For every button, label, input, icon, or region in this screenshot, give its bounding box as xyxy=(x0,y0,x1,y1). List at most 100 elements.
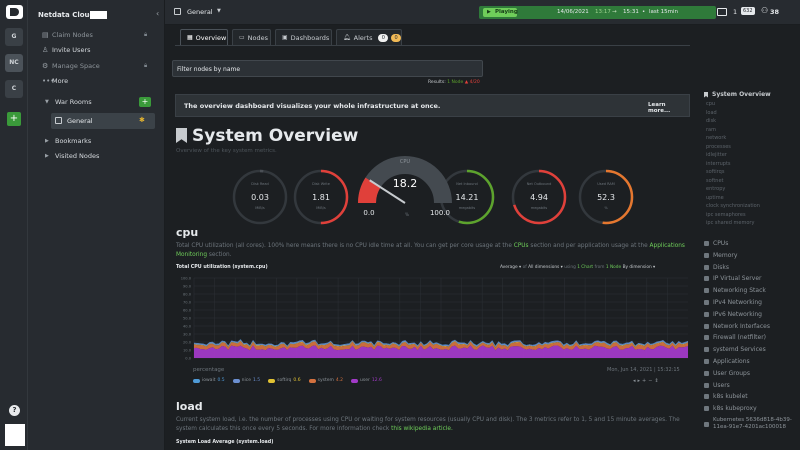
results-alerts-link[interactable]: 4/20 xyxy=(469,80,480,85)
charts-link[interactable]: 1 Chart xyxy=(577,265,594,270)
space-c[interactable]: C xyxy=(5,80,23,98)
chevron-down-icon[interactable]: ▼ xyxy=(217,8,221,14)
nav-sub-6[interactable]: idlejitter xyxy=(706,152,727,158)
filter-nodes-input[interactable]: Filter nodes by name xyxy=(172,60,483,77)
more-item[interactable]: ••• More xyxy=(42,77,69,85)
tab-dashboards[interactable]: ▣ Dashboards xyxy=(275,29,332,45)
users-icon[interactable]: ⚇ xyxy=(761,6,769,15)
star-icon[interactable]: ✱ xyxy=(139,116,145,124)
learn-more-link[interactable]: Learn more... xyxy=(648,102,671,114)
resize-icon[interactable]: ⇕ xyxy=(654,378,661,384)
pan-right-icon[interactable]: ▸ xyxy=(637,378,643,384)
legend-swatch xyxy=(308,378,316,383)
dimensions-select[interactable]: All dimensions ▾ xyxy=(528,265,563,270)
nav-sub-5[interactable]: processes xyxy=(706,143,731,150)
nav-sub-13[interactable]: ipc semaphores xyxy=(706,211,746,218)
netdata-logo[interactable] xyxy=(6,5,23,19)
legend-item-nice[interactable]: nice 1.5 xyxy=(232,378,260,383)
nav-sub-4[interactable]: network xyxy=(706,135,727,141)
play-button[interactable]: ▶ Playing xyxy=(483,8,518,17)
chart-controls: Average ▾ of All dimensions ▾ using 1 Ch… xyxy=(500,265,656,270)
tab-overview[interactable]: ▦ Overview xyxy=(180,29,228,45)
bookmarks-toggle[interactable]: ▶ Bookmarks xyxy=(45,137,92,145)
nav-sub-11[interactable]: uptime xyxy=(706,194,724,201)
room-selector[interactable]: General xyxy=(187,8,213,16)
legend-name: system xyxy=(317,378,334,383)
add-space-button[interactable]: + xyxy=(7,112,21,126)
gauge-value: 52.3 xyxy=(597,193,615,202)
results-nodes-link[interactable]: 1 Node xyxy=(447,80,464,85)
nav-sub-12[interactable]: clock synchronization xyxy=(706,203,760,209)
manage-space-item[interactable]: ⚙ Manage Space xyxy=(42,62,100,70)
nav-section-14[interactable]: k8s kubeproxy xyxy=(704,405,757,412)
nav-sub-0[interactable]: cpu xyxy=(706,101,716,107)
nav-section-12[interactable]: Users xyxy=(704,382,730,389)
legend-name: nice xyxy=(241,378,251,383)
claim-nodes-item[interactable]: ▤ Claim Nodes xyxy=(42,31,93,39)
wikipedia-link[interactable]: this wikipedia article. xyxy=(391,426,453,432)
nav-section-10[interactable]: Applications xyxy=(704,358,750,365)
group-by-select[interactable]: By dimension ▾ xyxy=(622,265,656,270)
nav-section-15[interactable]: Kubernetes 5636d818-4b39-11ea-91e7-4201a… xyxy=(704,417,797,431)
tab-nodes[interactable]: ▭ Nodes xyxy=(232,29,271,45)
y-tick-label: 70.0 xyxy=(183,301,192,305)
section-icon xyxy=(704,252,709,258)
zoom-out-icon[interactable]: − xyxy=(648,378,655,384)
nav-system-overview[interactable]: System Overview xyxy=(704,91,771,98)
nav-section-4[interactable]: Networking Stack xyxy=(704,287,766,294)
legend-item-user[interactable]: user 12.6 xyxy=(351,378,382,383)
nav-section-3[interactable]: IP Virtual Server xyxy=(704,275,761,282)
pan-left-icon[interactable]: ◂ xyxy=(633,378,638,384)
nav-section-6[interactable]: IPv6 Networking xyxy=(704,311,762,318)
nav-section-8[interactable]: Firewall (netfilter) xyxy=(704,334,766,341)
section-icon xyxy=(704,276,709,282)
users-count: 38 xyxy=(770,8,780,16)
gauge-label: Disk Write xyxy=(312,182,330,186)
nav-section-9[interactable]: systemd Services xyxy=(704,346,766,353)
room-general[interactable]: General ✱ xyxy=(51,113,155,129)
legend-item-iowait[interactable]: iowait 0.5 xyxy=(193,378,225,383)
timeframe-picker[interactable]: ▶ Playing 14/06/2021 13:17 → 15:31 • las… xyxy=(479,6,716,19)
nav-sub-1[interactable]: load xyxy=(706,109,717,116)
legend-item-softirq[interactable]: softirq 0.6 xyxy=(268,378,301,383)
gauges-row: Disk Read 0.03 MiB/s Disk Write 1.81 MiB/s Net… xyxy=(232,156,634,225)
tab-alerts[interactable]: 🔔︎ Alerts 0 0 xyxy=(336,29,402,45)
visited-nodes-toggle[interactable]: ▶ Visited Nodes xyxy=(45,152,100,160)
war-rooms-toggle[interactable]: ▼ War Rooms xyxy=(45,98,92,106)
nav-section-2[interactable]: Disks xyxy=(704,264,729,271)
nav-section-13[interactable]: k8s kubelet xyxy=(704,393,748,400)
nav-sub-8[interactable]: softirqs xyxy=(706,169,725,175)
gauge-0: Disk Read 0.03 MiB/s xyxy=(232,169,288,225)
cpus-link[interactable]: CPUs xyxy=(513,243,529,249)
nav-section-11[interactable]: User Groups xyxy=(704,370,750,377)
space-nc[interactable]: NC xyxy=(5,54,23,72)
nav-sub-2[interactable]: disk xyxy=(706,118,717,124)
collapse-sidebar-icon[interactable]: ‹ xyxy=(156,9,160,18)
nav-sub-14[interactable]: ipc shared memory xyxy=(706,220,755,226)
series-iowait xyxy=(194,339,688,346)
nav-section-1[interactable]: Memory xyxy=(704,252,737,259)
nav-section-0[interactable]: CPUs xyxy=(704,240,728,247)
nav-sub-7[interactable]: interrupts xyxy=(706,160,731,167)
zoom-in-icon[interactable]: + xyxy=(642,378,649,384)
room-icon xyxy=(55,117,62,124)
space-g[interactable]: G xyxy=(5,28,23,46)
section-label: CPUs xyxy=(713,240,729,247)
legend-item-system[interactable]: system 4.2 xyxy=(308,378,343,383)
nodes-icon[interactable] xyxy=(717,8,727,16)
nav-sub-9[interactable]: softnet xyxy=(706,177,724,184)
chevron-right-icon: ▶ xyxy=(45,153,49,159)
cpu-chart[interactable]: 100.0 90.0 80.0 70.0 60.0 50.0 40.0 30.0 20.0 10.… xyxy=(176,274,690,366)
section-label: Networking Stack xyxy=(713,287,766,295)
nav-sub-3[interactable]: ram xyxy=(706,126,716,133)
aggregation-select[interactable]: Average ▾ xyxy=(500,265,522,270)
nav-section-7[interactable]: Network Interfaces xyxy=(704,323,770,330)
invite-users-item[interactable]: ♙ Invite Users xyxy=(42,46,91,54)
user-avatar[interactable] xyxy=(5,424,25,446)
nav-section-5[interactable]: IPv4 Networking xyxy=(704,299,762,306)
help-icon[interactable]: ? xyxy=(9,405,20,416)
nav-sub-10[interactable]: entropy xyxy=(706,186,726,192)
nodes-link[interactable]: 1 Node xyxy=(605,265,622,270)
applications-link[interactable]: Applications Monitoring xyxy=(176,243,685,258)
add-room-button[interactable]: + xyxy=(139,97,151,107)
